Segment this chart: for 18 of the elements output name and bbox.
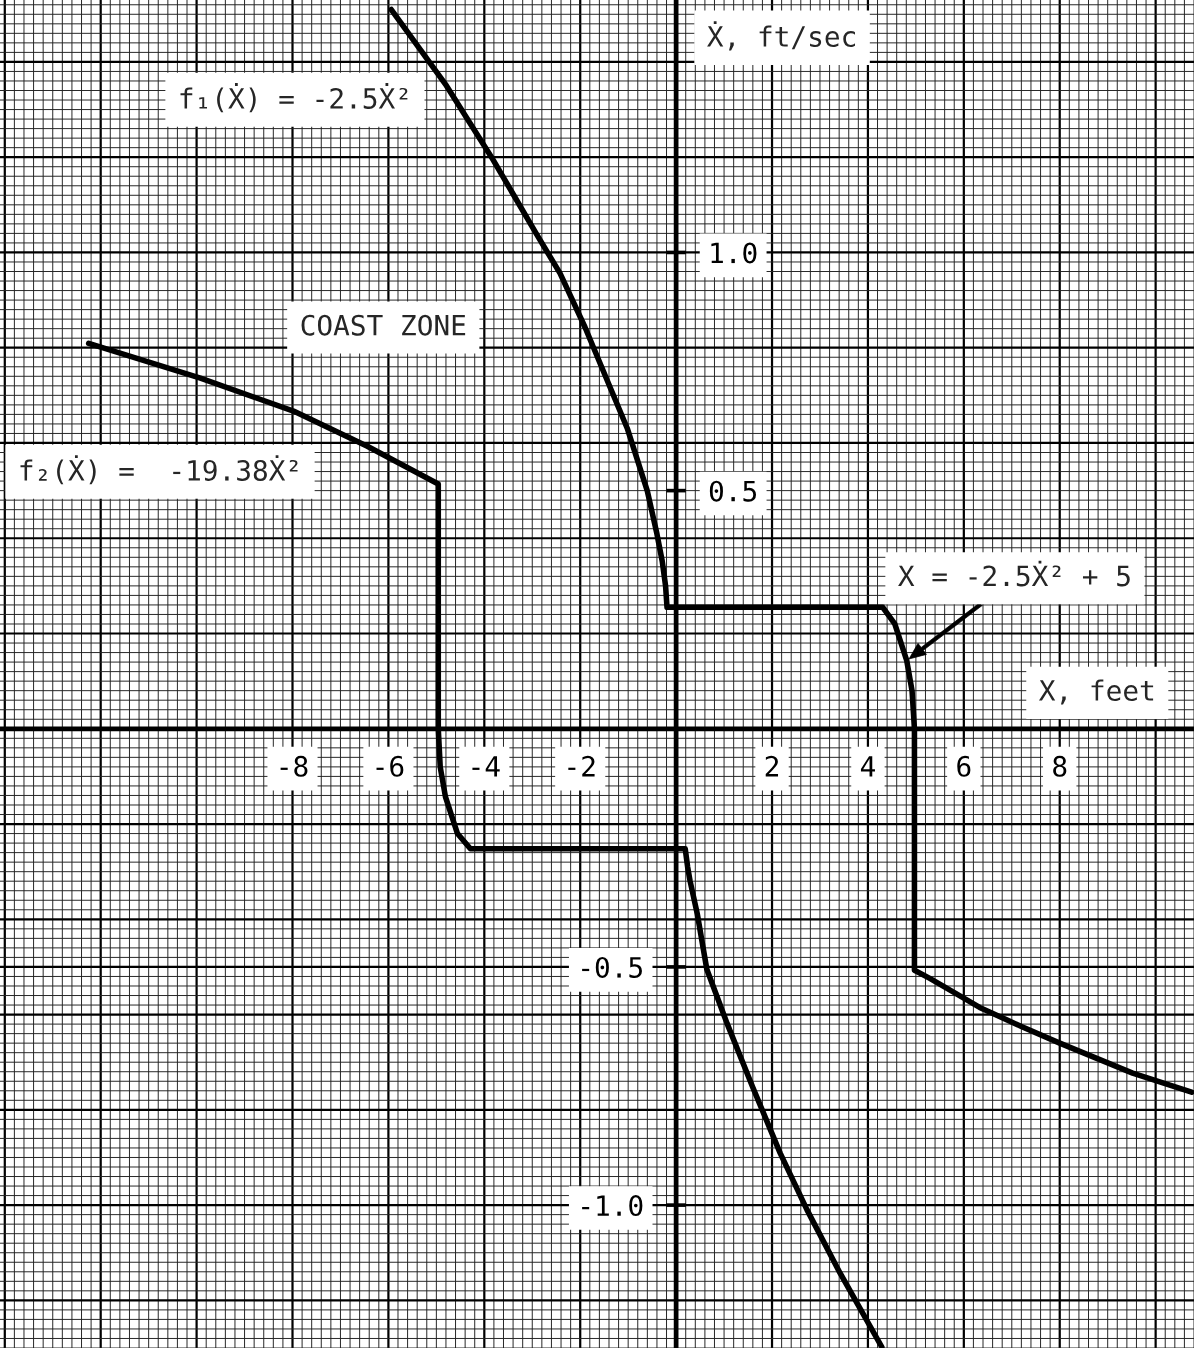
x-tick-label: -4 xyxy=(472,756,500,777)
x-tick-label: -6 xyxy=(376,755,404,777)
y-tick-label: -0.5 xyxy=(582,956,642,978)
x-axis-title: X, feet xyxy=(1039,679,1154,705)
y2-tick-label: 0.5 xyxy=(709,480,757,502)
x-tick-label: 2 xyxy=(765,755,779,777)
x-tick-label: 6 xyxy=(957,755,971,777)
x-tick-label: 8 xyxy=(1053,755,1067,777)
annotation: X = -2.5Ẋ² + 5 xyxy=(898,560,1130,587)
annotation: f₂(Ẋ) = -19.38Ẋ² xyxy=(20,455,298,485)
annotation: COAST ZONE xyxy=(301,314,466,336)
y-tick-label: -1.0 xyxy=(582,1195,643,1217)
x-tick-label: -8 xyxy=(280,755,308,777)
y2-tick-label: 1.0 xyxy=(711,242,757,264)
x-tick-label: 4 xyxy=(860,756,875,777)
y2-axis-title: Ẋ, ft/sec xyxy=(707,21,855,51)
x-tick-label: -2 xyxy=(568,755,595,777)
annotation: f₁(Ẋ) = -2.5Ẋ² xyxy=(180,83,408,113)
